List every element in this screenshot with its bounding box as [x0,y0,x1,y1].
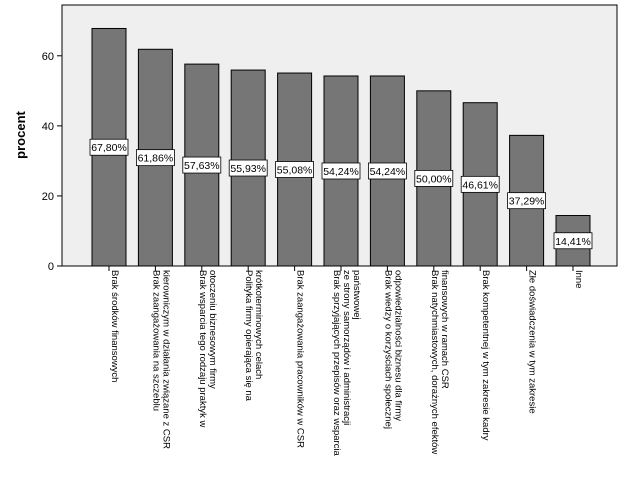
data-label-text: 67,80% [91,142,127,154]
data-label: 54,24% [367,162,407,180]
x-category-label-line: odpowiedzialności biznesu dla firmy [392,270,403,421]
x-category-label-line: Brak środków finansowych [109,270,120,382]
data-label-text: 57,63% [184,160,220,172]
data-label-box [228,159,268,177]
data-label-box [414,170,454,187]
data-label-text: 61,86% [138,153,174,165]
data-label-text: 37,29% [509,196,545,208]
x-category-label: Brak środków finansowych [109,270,120,382]
data-label-text: 46,61% [462,179,498,191]
x-category-label-line: państwowej [351,270,362,320]
x-category-label: Brak wiedzy o korzyściach społecznej odpo… [382,270,403,429]
x-axis-labels: Brak środków finansowych Brak zaangażowan… [108,266,584,457]
x-category-label-line: Inne [573,270,584,289]
x-category-label-line: krótkoterminowych celach [253,270,264,379]
x-category-label: Brak zaangażowania na szczeblu kierownicz… [150,270,171,449]
data-label-box [89,138,129,156]
x-category-label-line: ze strony samorządów i administracji [341,270,352,425]
data-label-box [460,175,500,193]
x-category-label-line: otoczeniu biznesowym firmy [207,270,218,389]
x-category-label-line: Brak wsparcia tego rodzaju praktyk w [197,270,208,427]
x-category-label-line: Złe doświadczenia w tym zakresie [527,270,538,414]
data-label: 55,93% [228,159,268,177]
data-label: 14,41% [553,232,593,250]
data-labels: 67,80% 61,86% 57,63% 55,93% 55,08% 54,24% 54,2… [89,138,593,250]
y-axis: 0 20 40 60 [42,51,62,273]
data-label-box [553,232,593,250]
x-category-label-line: kierowniczym w działania związane z CSR [160,270,171,449]
y-tick-label: 60 [42,51,54,63]
x-category-label-line: Brak sprzyjających przepisów oraz wsparc… [331,270,342,457]
data-label: 67,80% [89,138,129,156]
data-label-box [275,161,315,178]
data-label-box [135,149,175,167]
x-category-label-line: Brak zaangażowania na szczeblu [150,270,161,411]
data-label-text: 54,24% [323,166,359,178]
y-tick-label: 20 [42,191,54,203]
y-axis-title: procent [13,110,28,158]
x-category-label: Brak zaangażowania pracowników w CSR [295,270,306,448]
x-category-label-line: Brak kompetentnej w tym zakresie kadry [480,270,491,441]
x-category-label: Inne [573,270,584,289]
data-label-text: 54,24% [370,166,406,178]
data-label-text: 14,41% [555,236,591,248]
data-label: 57,63% [182,156,222,174]
x-category-label-line: Brak wiedzy o korzyściach społecznej [382,270,393,429]
y-tick-label: 40 [42,121,54,133]
x-category-label: Brak kompetentnej w tym zakresie kadry [480,270,491,441]
data-label-text: 55,08% [277,165,313,177]
x-category-label-line: finansowych w ramach CSR [439,270,450,389]
data-label: 61,86% [135,149,175,167]
x-category-label: Polityka firmy opierająca się na krótkote… [243,270,264,402]
x-category-label-line: Brak zaangażowania pracowników w CSR [295,270,306,448]
data-label-text: 50,00% [416,173,452,185]
y-tick-label: 0 [48,261,54,273]
data-label-box [321,162,361,180]
data-label-box [182,156,222,174]
x-category-label: Brak sprzyjających przepisów oraz wsparc… [331,270,362,457]
x-category-label: Brak natychmiastowych, dorażnych efektów… [429,270,450,454]
data-label: 54,24% [321,162,361,180]
data-label: 55,08% [275,161,315,178]
x-category-label: Brak wsparcia tego rodzaju praktyk w otoc… [197,270,218,427]
x-category-label-line: Polityka firmy opierająca się na [243,270,254,402]
x-category-label-line: Brak natychmiastowych, dorażnych efektów [429,270,440,454]
data-label-text: 55,93% [230,163,266,175]
data-label-box [367,162,407,180]
data-label: 37,29% [507,192,547,210]
x-category-label: Złe doświadczenia w tym zakresie [527,270,538,414]
data-label: 46,61% [460,175,500,193]
data-label-box [507,192,547,210]
data-label: 50,00% [414,170,454,187]
